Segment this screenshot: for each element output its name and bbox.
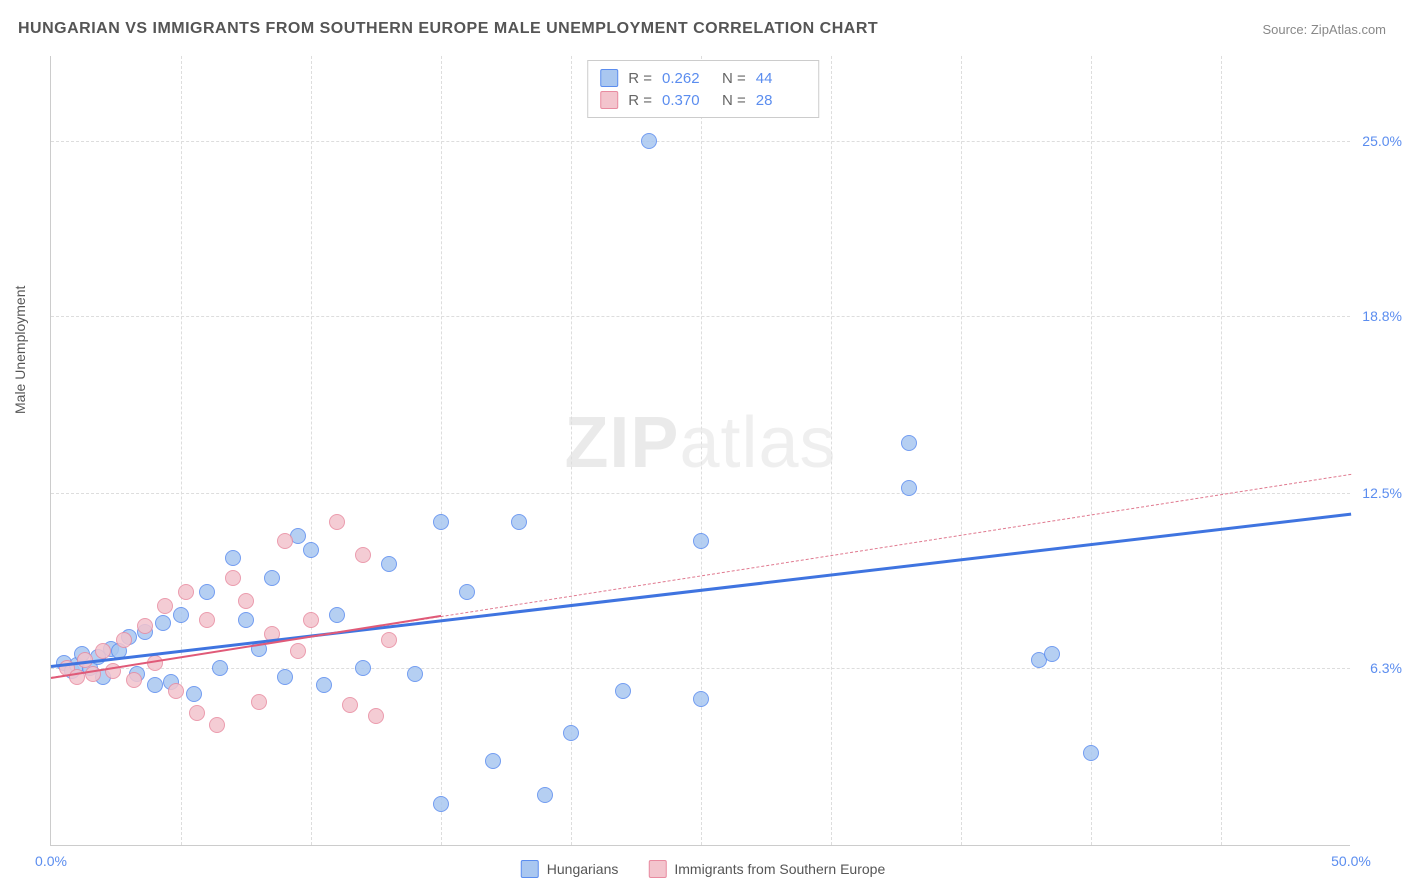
data-point: [225, 570, 241, 586]
data-point: [290, 643, 306, 659]
n-label: N =: [722, 92, 746, 109]
data-point: [485, 753, 501, 769]
data-point: [407, 666, 423, 682]
gridline-v: [1091, 56, 1092, 845]
data-point: [251, 694, 267, 710]
data-point: [901, 480, 917, 496]
gridline-v: [961, 56, 962, 845]
data-point: [189, 705, 205, 721]
plot-area: ZIPatlas 6.3%12.5%18.8%25.0%0.0%50.0%: [50, 56, 1350, 846]
data-point: [901, 435, 917, 451]
data-point: [173, 607, 189, 623]
stats-legend-row: R = 0.262 N = 44: [600, 67, 806, 89]
series-legend-item: Immigrants from Southern Europe: [648, 860, 885, 878]
data-point: [199, 612, 215, 628]
data-point: [355, 660, 371, 676]
data-point: [693, 533, 709, 549]
data-point: [277, 533, 293, 549]
legend-swatch: [521, 860, 539, 878]
data-point: [95, 643, 111, 659]
gridline-v: [311, 56, 312, 845]
gridline-v: [701, 56, 702, 845]
data-point: [459, 584, 475, 600]
y-tick-label: 18.8%: [1362, 308, 1402, 324]
data-point: [147, 677, 163, 693]
chart-title: HUNGARIAN VS IMMIGRANTS FROM SOUTHERN EU…: [18, 20, 878, 38]
y-tick-label: 25.0%: [1362, 133, 1402, 149]
gridline-v: [831, 56, 832, 845]
series-legend-label: Hungarians: [547, 861, 619, 877]
r-value: 0.370: [662, 92, 712, 109]
gridline-v: [441, 56, 442, 845]
data-point: [433, 796, 449, 812]
data-point: [615, 683, 631, 699]
data-point: [168, 683, 184, 699]
data-point: [381, 632, 397, 648]
legend-swatch: [600, 69, 618, 87]
r-label: R =: [628, 92, 652, 109]
data-point: [381, 556, 397, 572]
legend-swatch: [600, 91, 618, 109]
data-point: [126, 672, 142, 688]
data-point: [368, 708, 384, 724]
r-value: 0.262: [662, 70, 712, 87]
data-point: [116, 632, 132, 648]
data-point: [238, 612, 254, 628]
data-point: [155, 615, 171, 631]
data-point: [1044, 646, 1060, 662]
data-point: [329, 514, 345, 530]
data-point: [316, 677, 332, 693]
watermark-thin: atlas: [679, 402, 836, 482]
data-point: [693, 691, 709, 707]
stats-legend: R = 0.262 N = 44 R = 0.370 N = 28: [587, 60, 819, 118]
data-point: [225, 550, 241, 566]
data-point: [641, 133, 657, 149]
data-point: [137, 618, 153, 634]
data-point: [157, 598, 173, 614]
gridline-v: [1221, 56, 1222, 845]
data-point: [329, 607, 345, 623]
y-axis-label: Male Unemployment: [12, 286, 28, 414]
data-point: [433, 514, 449, 530]
y-tick-label: 6.3%: [1370, 660, 1402, 676]
watermark-bold: ZIP: [564, 402, 679, 482]
data-point: [1083, 745, 1099, 761]
data-point: [85, 666, 101, 682]
x-tick-label: 0.0%: [35, 853, 67, 869]
n-label: N =: [722, 70, 746, 87]
data-point: [303, 612, 319, 628]
series-legend: Hungarians Immigrants from Southern Europ…: [521, 860, 885, 878]
stats-legend-row: R = 0.370 N = 28: [600, 89, 806, 111]
data-point: [342, 697, 358, 713]
data-point: [277, 669, 293, 685]
r-label: R =: [628, 70, 652, 87]
data-point: [199, 584, 215, 600]
source-label: Source: ZipAtlas.com: [1262, 22, 1386, 37]
data-point: [537, 787, 553, 803]
chart-container: HUNGARIAN VS IMMIGRANTS FROM SOUTHERN EU…: [0, 0, 1406, 892]
data-point: [212, 660, 228, 676]
n-value: 44: [756, 70, 806, 87]
data-point: [178, 584, 194, 600]
series-legend-item: Hungarians: [521, 860, 619, 878]
y-tick-label: 12.5%: [1362, 485, 1402, 501]
data-point: [264, 570, 280, 586]
gridline-v: [181, 56, 182, 845]
data-point: [209, 717, 225, 733]
data-point: [511, 514, 527, 530]
series-legend-label: Immigrants from Southern Europe: [674, 861, 885, 877]
data-point: [238, 593, 254, 609]
data-point: [563, 725, 579, 741]
data-point: [186, 686, 202, 702]
data-point: [303, 542, 319, 558]
legend-swatch: [648, 860, 666, 878]
n-value: 28: [756, 92, 806, 109]
x-tick-label: 50.0%: [1331, 853, 1371, 869]
data-point: [355, 547, 371, 563]
